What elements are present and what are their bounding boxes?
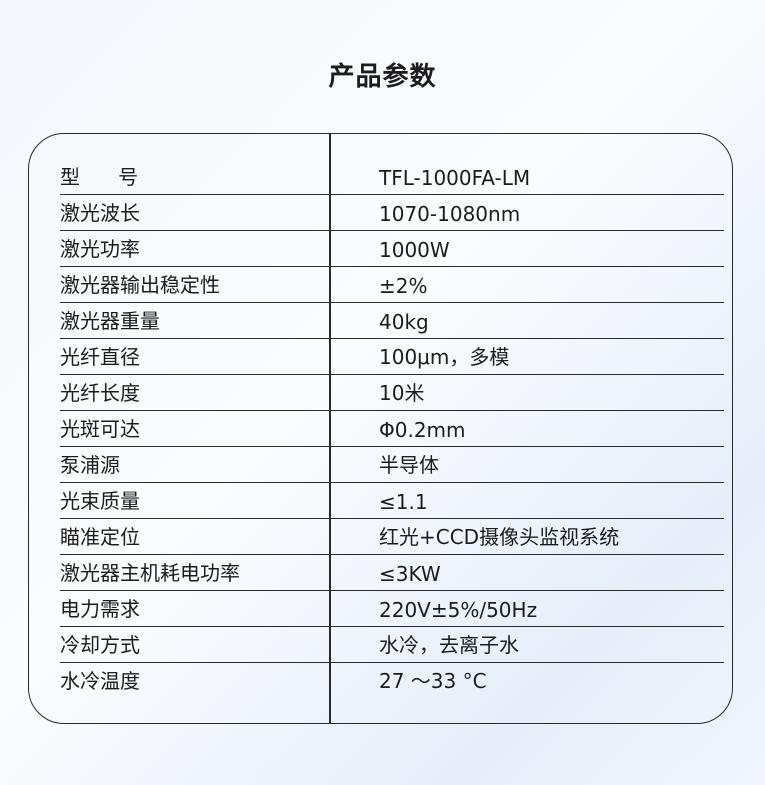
param-label: 电力需求 bbox=[60, 597, 140, 621]
table-row: 型 号 TFL-1000FA-LM bbox=[60, 158, 724, 195]
param-value: 水冷，去离子水 bbox=[379, 633, 519, 657]
table-row: 光斑可达 Φ0.2mm bbox=[60, 410, 724, 447]
param-value: 1070-1080nm bbox=[379, 202, 521, 226]
table-row: 瞄准定位 红光+CCD摄像头监视系统 bbox=[60, 518, 724, 555]
table-row: 激光器主机耗电功率 ≤3KW bbox=[60, 554, 724, 591]
param-value: 40kg bbox=[379, 310, 429, 334]
param-value: 10米 bbox=[379, 381, 425, 405]
table-row: 冷却方式 水冷，去离子水 bbox=[60, 626, 724, 663]
param-label: 光纤直径 bbox=[60, 345, 140, 369]
param-value: ≤3KW bbox=[379, 562, 441, 586]
param-label: 激光器输出稳定性 bbox=[60, 273, 220, 297]
param-value: TFL-1000FA-LM bbox=[379, 166, 531, 190]
table-row: 激光功率 1000W bbox=[60, 230, 724, 267]
param-value: 红光+CCD摄像头监视系统 bbox=[379, 525, 620, 549]
table-row: 光纤直径 100μm，多模 bbox=[60, 338, 724, 375]
param-label: 激光波长 bbox=[60, 201, 140, 225]
param-value: ±2% bbox=[379, 274, 428, 298]
param-value: 半导体 bbox=[379, 453, 439, 477]
param-value: Φ0.2mm bbox=[379, 418, 466, 442]
page-title: 产品参数 bbox=[328, 62, 437, 92]
spec-table bbox=[28, 133, 733, 724]
param-label: 激光功率 bbox=[60, 237, 140, 261]
param-label: 光纤长度 bbox=[60, 381, 140, 405]
param-label: 光束质量 bbox=[60, 489, 140, 513]
param-label: 瞄准定位 bbox=[60, 525, 140, 549]
table-row: 激光器输出稳定性 ±2% bbox=[60, 266, 724, 303]
param-label: 型 号 bbox=[60, 165, 139, 189]
param-value: ≤1.1 bbox=[379, 490, 428, 514]
param-label: 激光器主机耗电功率 bbox=[60, 561, 240, 585]
table-row: 泵浦源 半导体 bbox=[60, 446, 724, 483]
param-label: 光斑可达 bbox=[60, 417, 140, 441]
table-row: 光纤长度 10米 bbox=[60, 374, 724, 411]
param-label: 冷却方式 bbox=[60, 633, 140, 657]
table-row: 水冷温度 27 ～33 °C bbox=[60, 662, 724, 698]
table-row: 激光波长 1070-1080nm bbox=[60, 194, 724, 231]
table-row: 电力需求 220V±5%/50Hz bbox=[60, 590, 724, 627]
table-row: 光束质量 ≤1.1 bbox=[60, 482, 724, 519]
param-value: 220V±5%/50Hz bbox=[379, 598, 538, 622]
param-value: 1000W bbox=[379, 238, 450, 262]
param-label: 泵浦源 bbox=[60, 453, 120, 477]
param-label: 激光器重量 bbox=[60, 309, 160, 333]
param-value: 27 ～33 °C bbox=[379, 669, 487, 693]
param-value: 100μm，多模 bbox=[379, 345, 510, 369]
column-divider bbox=[329, 134, 331, 723]
param-label: 水冷温度 bbox=[60, 669, 140, 693]
table-row: 激光器重量 40kg bbox=[60, 302, 724, 339]
